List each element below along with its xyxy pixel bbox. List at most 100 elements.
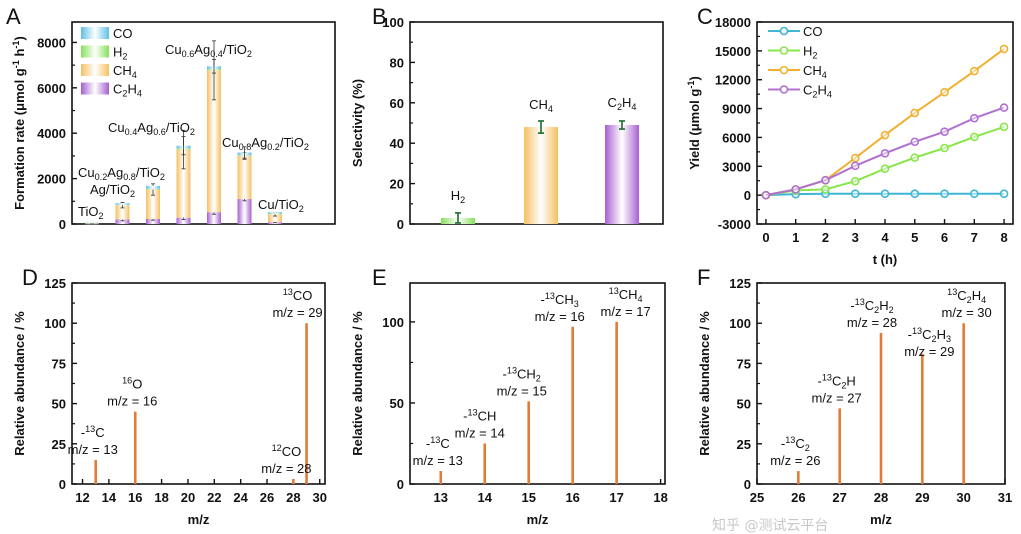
- panel-label: A: [6, 4, 21, 29]
- legend-swatch: [81, 45, 109, 58]
- x-tick-label: 3: [852, 230, 859, 245]
- bar-label: H2: [451, 188, 465, 205]
- data-point: [970, 189, 979, 198]
- peak-label: -13C: [426, 435, 450, 451]
- x-tick-label: 18: [653, 490, 667, 505]
- data-point: [940, 87, 949, 97]
- panel-label: D: [22, 265, 38, 290]
- x-tick-label: 16: [565, 490, 579, 505]
- y-axis-title: Relative abundance / %: [697, 311, 712, 456]
- x-axis-title: m/z: [870, 512, 892, 527]
- x-tick-label: 14: [102, 490, 117, 505]
- bar-segment: [115, 219, 130, 224]
- peak-mz-label: m/z = 28: [847, 315, 897, 330]
- legend-label: H2: [113, 45, 127, 62]
- y-axis-title: Yield (μmol g-1): [686, 76, 702, 170]
- y-axis-title: Formation rate (μmol g-1 h-1): [11, 36, 27, 210]
- series-line: [765, 48, 1005, 197]
- y-tick-label: 75: [52, 356, 66, 371]
- y-tick-label: 12000: [715, 73, 751, 88]
- data-point: [850, 189, 860, 198]
- panel-E: [409, 282, 666, 485]
- y-tick-label: 100: [382, 315, 404, 330]
- bar: [605, 125, 639, 224]
- x-tick-label: 18: [154, 490, 168, 505]
- y-tick-label: 6000: [722, 130, 751, 145]
- data-point: [850, 176, 860, 186]
- data-point: [850, 153, 860, 163]
- y-tick-label: 2000: [37, 172, 66, 187]
- bar-segment: [268, 222, 282, 224]
- legend-label: C2H4: [113, 82, 142, 99]
- y-tick-label: 125: [44, 276, 66, 291]
- x-tick-label: 28: [286, 490, 300, 505]
- x-tick-label: 29: [915, 490, 929, 505]
- data-point: [970, 132, 979, 142]
- x-tick-label: 17: [609, 490, 623, 505]
- x-tick-label: 22: [207, 490, 221, 505]
- category-label: Ag/TiO2: [90, 182, 135, 199]
- peak-label: -13CH2: [503, 365, 541, 383]
- bar-segment: [146, 185, 160, 189]
- data-point: [940, 189, 949, 198]
- y-tick-label: 9000: [722, 102, 751, 117]
- bar-segment: [115, 205, 130, 220]
- y-tick-label: -3000: [718, 217, 751, 232]
- x-tick-label: 7: [971, 230, 978, 245]
- peak-mz-label: m/z = 14: [455, 425, 505, 440]
- x-axis-title: m/z: [188, 512, 210, 527]
- bar-segment: [207, 212, 221, 224]
- y-tick-label: 50: [52, 397, 66, 412]
- bar-label: CH4: [529, 97, 553, 114]
- x-tick-label: 14: [478, 490, 493, 505]
- legend-marker: [779, 65, 789, 75]
- panel-label: E: [372, 265, 387, 290]
- peak-label: 12CO: [272, 443, 302, 459]
- peak-label: 13CH4: [609, 286, 643, 304]
- plot-frame: [71, 21, 336, 225]
- y-tick-label: 4000: [37, 126, 66, 141]
- data-point: [970, 113, 979, 123]
- peak-mz-label: m/z = 13: [68, 442, 118, 457]
- y-tick-label: 100: [382, 15, 404, 30]
- y-tick-label: 0: [59, 217, 66, 232]
- y-tick-label: 0: [744, 477, 751, 492]
- y-tick-label: 8000: [37, 35, 66, 50]
- peak-mz-label: m/z = 29: [904, 344, 954, 359]
- bar-segment: [237, 155, 252, 200]
- data-point: [880, 164, 890, 173]
- legend-label: CO: [113, 26, 133, 41]
- x-tick-label: 8: [1000, 230, 1007, 245]
- y-tick-label: 6000: [37, 81, 66, 96]
- y-tick-label: 80: [390, 55, 404, 70]
- plot-frame: [409, 282, 666, 485]
- x-tick-label: 30: [312, 490, 326, 505]
- watermark: 知乎 @测试云平台: [712, 517, 828, 534]
- peak-mz-label: m/z = 30: [942, 305, 992, 320]
- peak-label: -13C: [81, 424, 105, 440]
- category-label: Cu0.4Ag0.6/TiO2: [108, 120, 195, 137]
- bar-label: C2H4: [608, 95, 637, 112]
- y-tick-label: 25: [52, 437, 66, 452]
- bar-segment: [207, 70, 221, 213]
- legend-label: CH4: [803, 63, 827, 80]
- y-tick-label: 25: [737, 437, 751, 452]
- data-point: [880, 189, 890, 198]
- peak-label: 13C2H4: [947, 287, 986, 305]
- panel-B: [409, 21, 664, 225]
- y-tick-label: 20: [390, 177, 404, 192]
- legend-label: CH4: [113, 63, 137, 80]
- legend-label: H2: [803, 44, 817, 61]
- legend-label: C2H4: [803, 83, 832, 100]
- y-tick-label: 0: [397, 477, 404, 492]
- bar-segment: [176, 217, 191, 224]
- x-axis-title: m/z: [527, 512, 549, 527]
- x-tick-label: 0: [762, 230, 769, 245]
- peak-label: -13C2: [781, 435, 810, 453]
- x-tick-label: 12: [75, 490, 89, 505]
- data-point: [821, 175, 830, 185]
- data-point: [999, 44, 1009, 54]
- category-label: TiO2: [78, 204, 104, 221]
- peak-label: 16O: [122, 376, 142, 392]
